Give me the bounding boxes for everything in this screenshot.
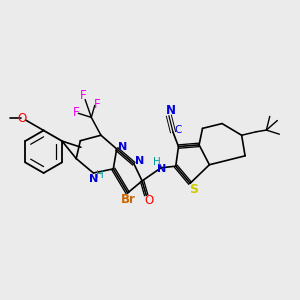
Text: N: N [135,156,144,166]
Text: F: F [73,106,79,119]
Text: H: H [96,170,104,180]
Text: N: N [118,142,128,152]
Text: C: C [174,125,182,135]
Text: N: N [157,164,166,173]
Text: H: H [153,157,160,167]
Text: O: O [18,112,27,125]
Text: N: N [89,174,98,184]
Text: O: O [144,194,154,207]
Text: F: F [80,89,87,102]
Text: S: S [189,183,198,196]
Text: Br: Br [121,193,136,206]
Text: F: F [94,98,101,111]
Text: N: N [166,104,176,117]
